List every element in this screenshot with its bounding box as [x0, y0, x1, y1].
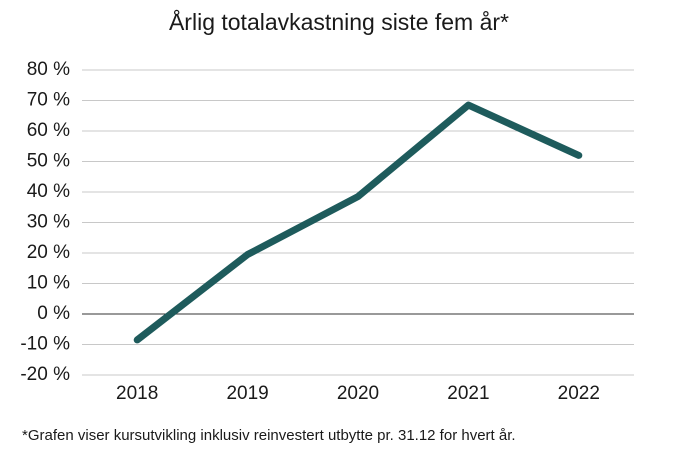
y-tick-label: -10 %	[20, 334, 70, 355]
footnote: *Grafen viser kursutvikling inklusiv rei…	[22, 427, 516, 444]
y-tick-label: -20 %	[20, 364, 70, 385]
x-tick-label: 2019	[226, 383, 268, 404]
y-tick-label: 0 %	[37, 303, 70, 324]
y-tick-label: 20 %	[27, 242, 70, 263]
y-tick-label: 10 %	[27, 273, 70, 294]
y-tick-label: 40 %	[27, 181, 70, 202]
x-tick-label: 2020	[337, 383, 379, 404]
chart-title: Årlig totalavkastning siste fem år*	[169, 8, 509, 35]
y-tick-label: 80 %	[27, 59, 70, 80]
data-line	[133, 101, 583, 344]
x-tick-label: 2022	[558, 383, 600, 404]
x-tick-label: 2021	[447, 383, 489, 404]
y-tick-label: 70 %	[27, 90, 70, 111]
y-tick-label: 30 %	[27, 212, 70, 233]
y-tick-label: 50 %	[27, 151, 70, 172]
y-tick-label: 60 %	[27, 120, 70, 141]
x-tick-label: 2018	[116, 383, 158, 404]
